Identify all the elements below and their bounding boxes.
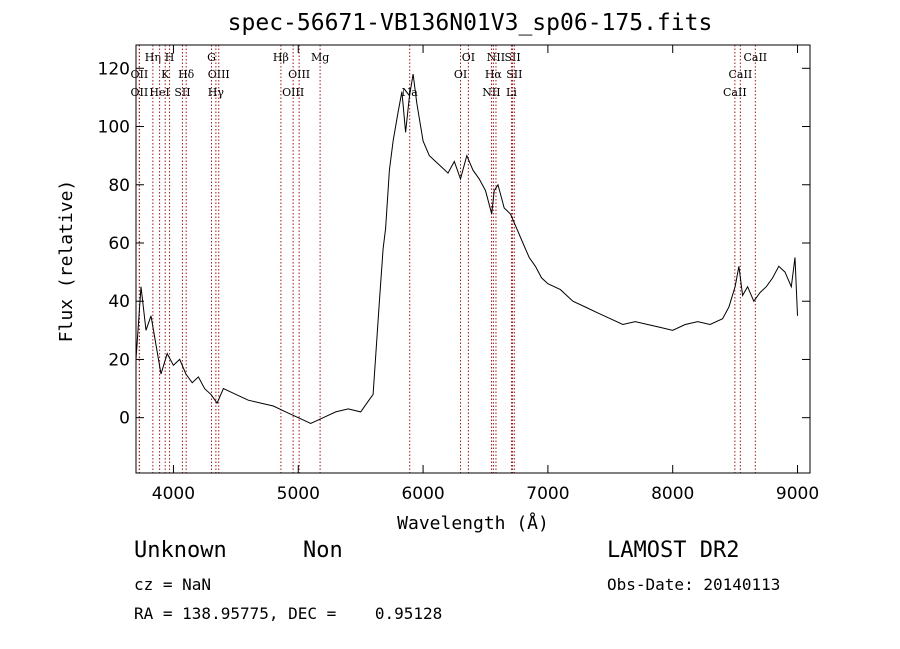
x-tick-label: 8000: [651, 484, 694, 504]
line-marker-label: CaII: [743, 51, 767, 64]
x-tick-label: 7000: [526, 484, 569, 504]
line-marker-label: Hβ: [273, 51, 289, 64]
y-tick-label: 120: [98, 59, 130, 79]
line-marker-label: K: [161, 68, 170, 81]
line-marker-label: SII: [174, 86, 190, 99]
x-tick-label: 5000: [277, 484, 320, 504]
line-marker-label: Hη: [145, 51, 161, 64]
x-tick-label: 4000: [152, 484, 195, 504]
y-tick-label: 80: [108, 176, 130, 196]
line-marker-label: OIII: [208, 68, 230, 81]
line-marker-label: Hδ: [178, 68, 195, 81]
line-marker-label: Li: [506, 86, 517, 99]
line-marker-label: CaII: [729, 68, 753, 81]
line-marker-label: H: [165, 51, 175, 64]
y-tick-label: 0: [119, 409, 130, 429]
x-tick-label: 9000: [776, 484, 819, 504]
line-marker-label: OIII: [288, 68, 310, 81]
x-tick-label: 6000: [401, 484, 444, 504]
line-marker-label: Hγ: [208, 86, 225, 99]
line-marker-label: Mg: [311, 51, 329, 64]
y-tick-label: 20: [108, 350, 130, 370]
line-marker-label: OIII: [282, 86, 304, 99]
line-marker-label: NII: [487, 51, 505, 64]
subclass-label: Non: [303, 538, 343, 563]
coords-text: RA = 138.95775, DEC = 0.95128: [134, 604, 443, 623]
y-tick-label: 100: [98, 118, 130, 138]
line-marker-label: HeI: [149, 86, 169, 99]
line-marker-label: OI: [462, 51, 475, 64]
plot-frame: [135, 44, 811, 474]
line-marker-label: OII: [131, 86, 149, 99]
redshift-text: cz = NaN: [134, 575, 212, 594]
class-label: Unknown: [134, 538, 227, 563]
y-tick-label: 40: [108, 292, 130, 312]
spectrum-line: [135, 74, 798, 425]
line-marker-label: CaII: [723, 86, 747, 99]
y-axis-label: Flux (relative): [56, 180, 77, 343]
obs-date-text: Obs-Date: 20140113: [607, 575, 781, 594]
chart-title: spec-56671-VB136N01V3_sp06-175.fits: [227, 10, 713, 36]
line-marker-label: NII: [482, 86, 500, 99]
line-marker-label: SII: [506, 68, 522, 81]
spectrum-series: [135, 74, 798, 425]
y-tick-label: 60: [108, 234, 130, 254]
axes: 4000 5000 6000 7000 8000 9000 0 20 40 60 80 100 120: [98, 45, 819, 504]
line-marker-label: G: [207, 51, 216, 64]
survey-label: LAMOST DR2: [607, 538, 740, 563]
line-marker-label: OI: [454, 68, 467, 81]
line-marker-label: SII: [504, 51, 520, 64]
line-marker-label: Hα: [485, 68, 503, 81]
x-axis-label: Wavelength (Å): [397, 512, 549, 534]
